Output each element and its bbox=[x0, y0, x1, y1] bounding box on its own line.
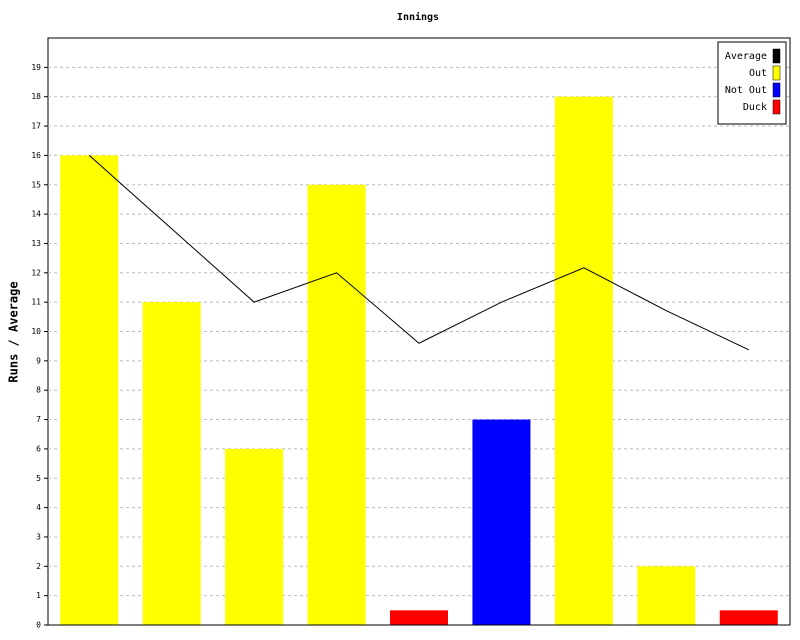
bar bbox=[390, 610, 448, 625]
bar bbox=[719, 610, 778, 625]
y-tick-label: 7 bbox=[36, 415, 41, 424]
y-tick-label: 11 bbox=[31, 298, 41, 307]
y-axis-label: Runs / Average bbox=[7, 281, 21, 382]
y-tick-label: 15 bbox=[31, 180, 41, 189]
bar bbox=[60, 155, 119, 625]
bar bbox=[142, 302, 201, 625]
y-tick-label: 17 bbox=[31, 122, 41, 131]
bar bbox=[472, 419, 531, 625]
legend-swatch bbox=[772, 82, 781, 98]
y-tick-label: 5 bbox=[36, 474, 41, 483]
bar bbox=[637, 566, 696, 625]
bar bbox=[554, 96, 613, 625]
y-tick-label: 18 bbox=[31, 92, 41, 101]
y-tick-label: 13 bbox=[31, 239, 41, 248]
legend-swatch bbox=[772, 99, 781, 115]
y-tick-label: 19 bbox=[31, 63, 41, 72]
legend-label: Average bbox=[725, 51, 767, 62]
y-tick-label: 10 bbox=[31, 327, 41, 336]
legend-label: Out bbox=[749, 68, 767, 79]
y-tick-label: 0 bbox=[36, 621, 41, 630]
legend-label: Not Out bbox=[725, 85, 767, 96]
y-tick-label: 12 bbox=[31, 268, 41, 277]
y-tick-label: 2 bbox=[36, 562, 41, 571]
legend-swatch bbox=[772, 65, 781, 81]
y-tick-label: 9 bbox=[36, 356, 41, 365]
chart-title: Innings bbox=[397, 11, 439, 23]
y-tick-label: 4 bbox=[36, 503, 41, 512]
y-tick-label: 6 bbox=[36, 444, 41, 453]
y-tick-label: 1 bbox=[36, 591, 41, 600]
average-line bbox=[88, 155, 749, 351]
y-tick-label: 16 bbox=[31, 151, 41, 160]
legend-swatch bbox=[772, 48, 781, 64]
y-tick-label: 14 bbox=[31, 210, 41, 219]
bar bbox=[225, 448, 284, 625]
bar bbox=[307, 184, 366, 625]
legend-label: Duck bbox=[743, 102, 767, 113]
y-tick-label: 3 bbox=[36, 532, 41, 541]
y-tick-label: 8 bbox=[36, 386, 41, 395]
